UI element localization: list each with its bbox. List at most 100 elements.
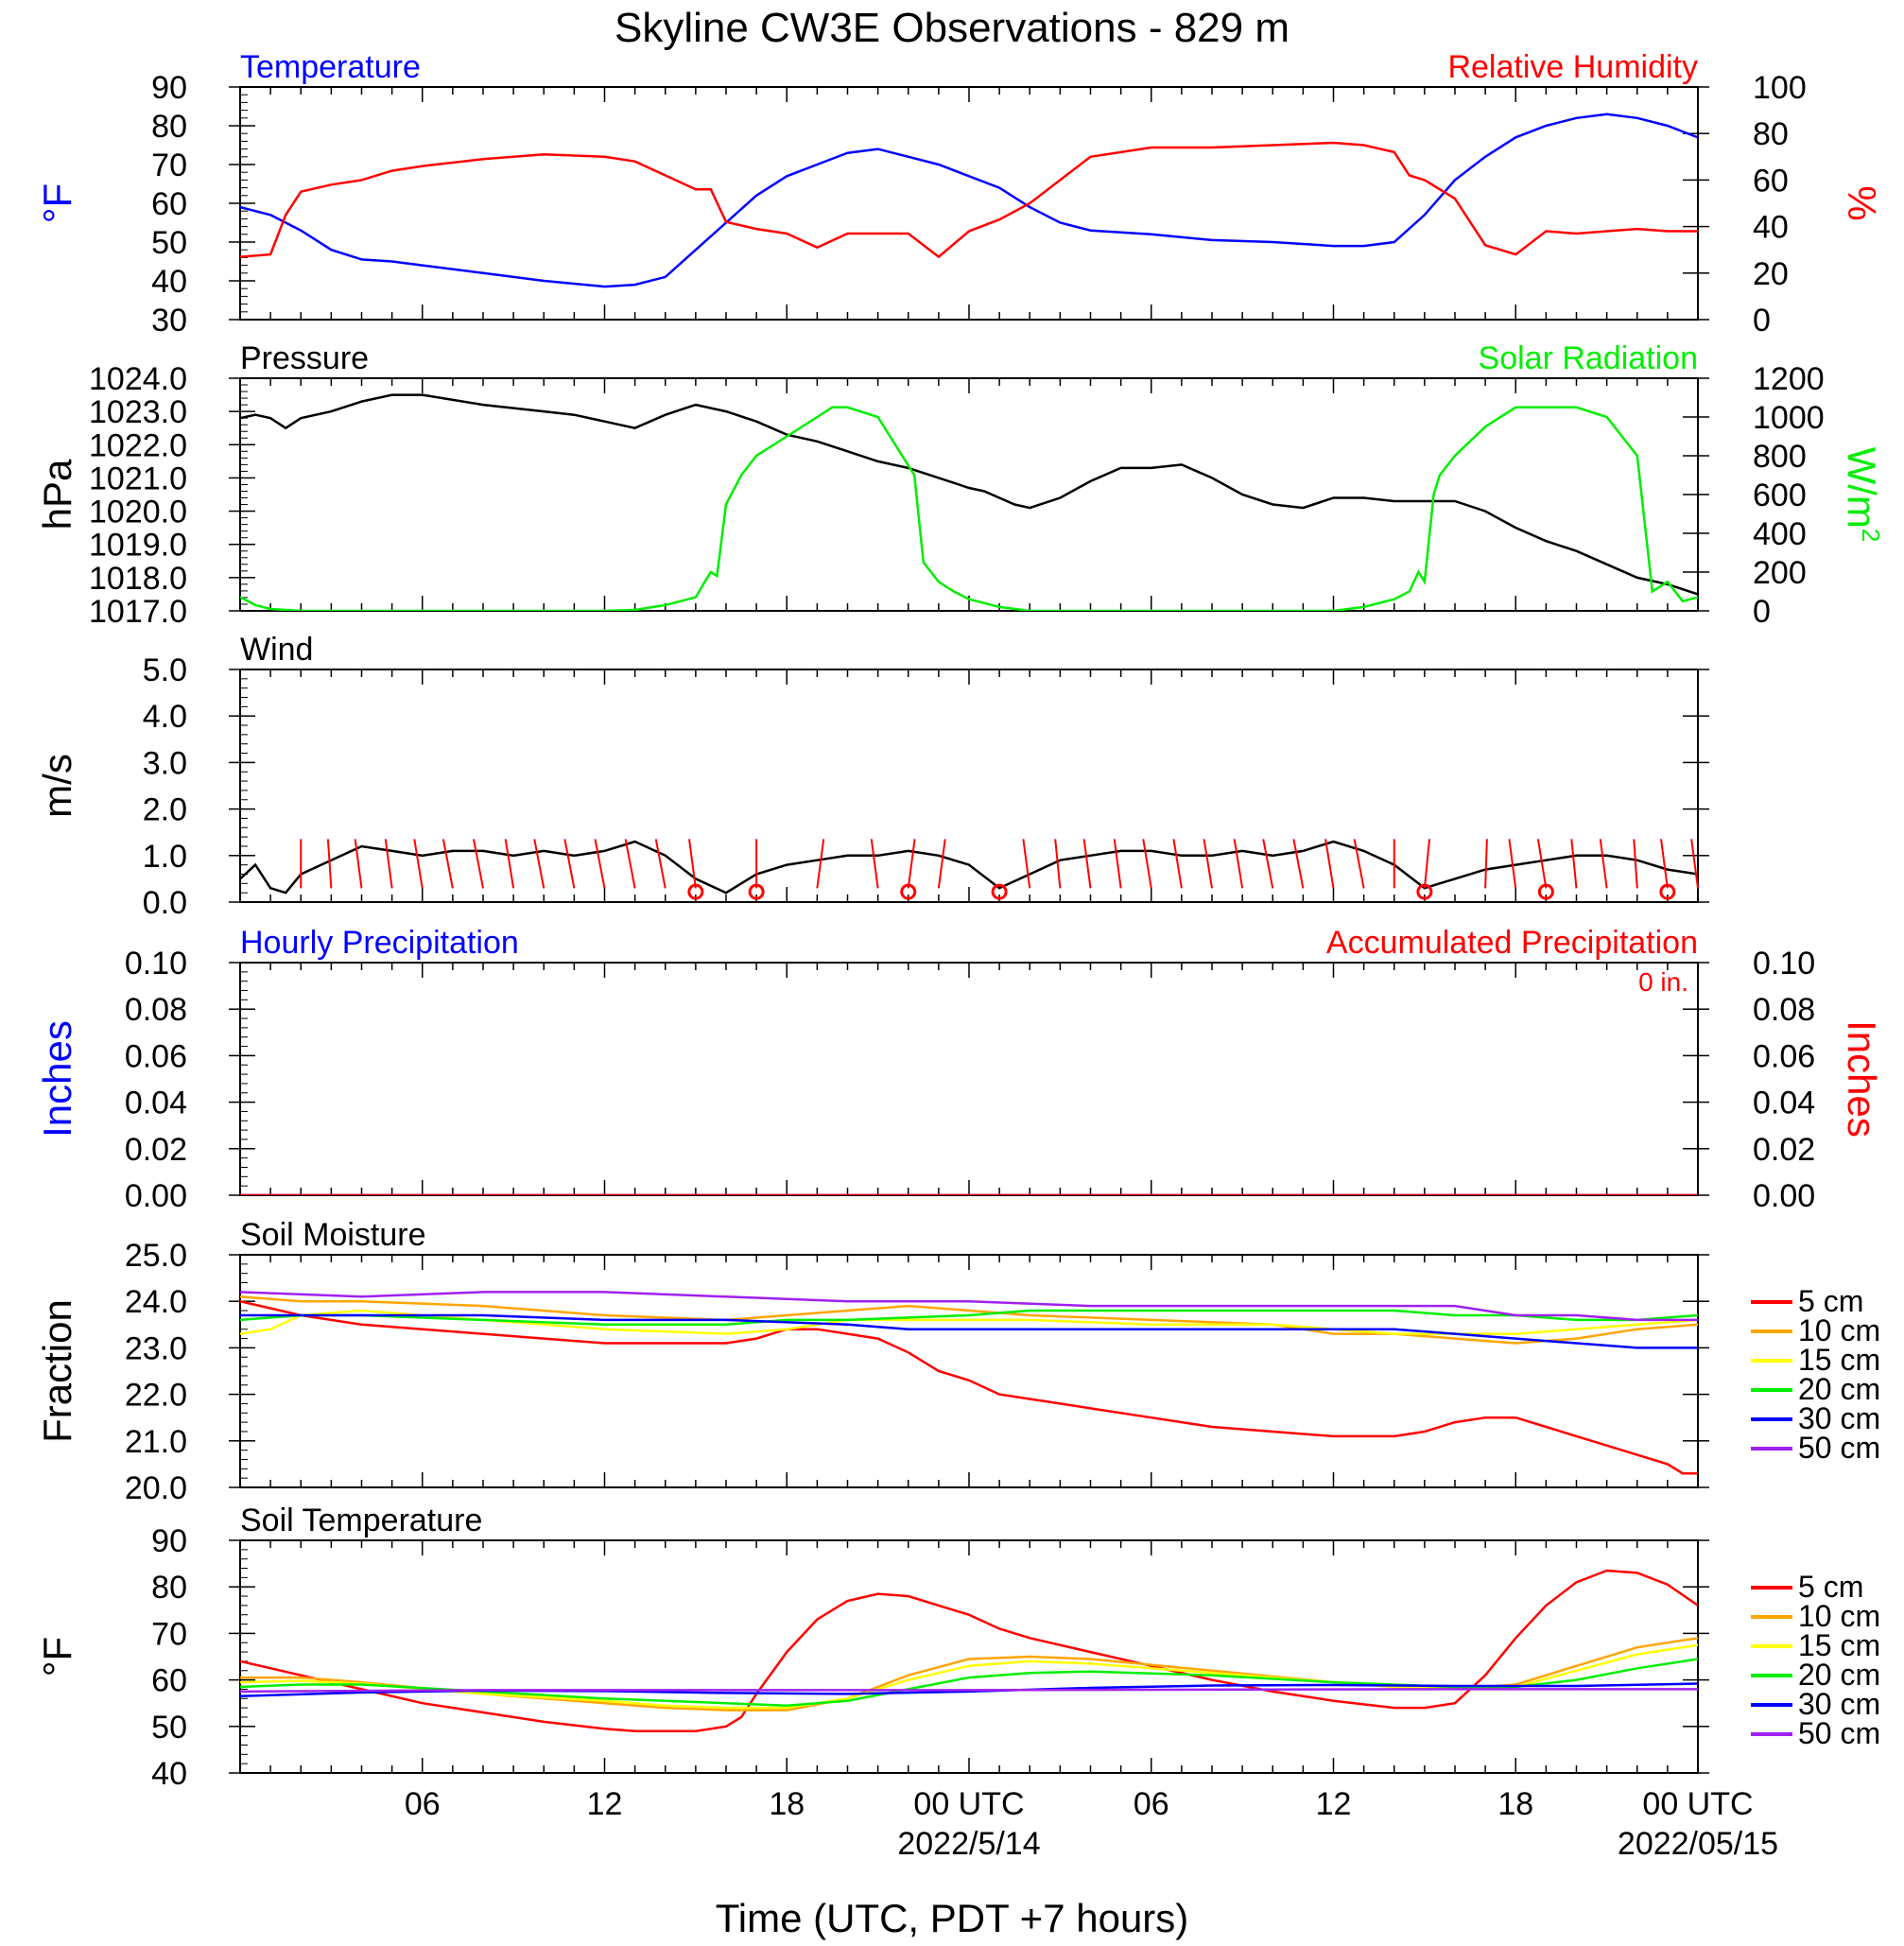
wind-barb <box>594 839 606 889</box>
series-line-solar-radiation <box>240 406 1698 611</box>
wind-barb <box>624 839 636 889</box>
panel-title-left: Wind <box>240 632 313 668</box>
wind-barb <box>1660 839 1669 889</box>
y-tick-label-left: 30 <box>151 303 187 339</box>
y-tick-label-left: 70 <box>151 1616 187 1652</box>
wind-barb <box>1690 839 1699 889</box>
series-line-5-cm <box>240 1569 1698 1732</box>
y-tick-label-left: 1017.0 <box>89 594 187 630</box>
y-tick-label-left: 0.02 <box>125 1132 187 1168</box>
y-tick-label-right: 0.02 <box>1753 1132 1815 1168</box>
series-line-relative-humidity <box>240 141 1698 259</box>
series-line-15-cm <box>240 1309 1698 1335</box>
wind-barb <box>1022 839 1031 889</box>
wind-barb <box>1142 839 1152 889</box>
panel-title-left: Soil Moisture <box>240 1217 426 1253</box>
y-tick-label-right: 0.00 <box>1753 1178 1815 1214</box>
y-tick-label-right: 1000 <box>1753 400 1825 436</box>
y-tick-label-left: 20.0 <box>125 1470 187 1506</box>
y-tick-label-right: 400 <box>1753 516 1807 552</box>
calm-wind-marker <box>991 883 1008 900</box>
y-tick-label-left: 1.0 <box>143 839 187 875</box>
wind-barb <box>654 839 666 889</box>
legend-entry: 30 cm <box>1798 1687 1880 1721</box>
y-tick-label-left: 3.0 <box>143 745 187 781</box>
y-tick-label-left: 1018.0 <box>89 561 187 597</box>
x-date-label: 2022/5/14 <box>897 1826 1040 1862</box>
wind-barb <box>326 839 333 889</box>
y-tick-label-left: 1019.0 <box>89 528 187 564</box>
wind-barb <box>1536 839 1548 889</box>
y-tick-label-left: 0.0 <box>143 885 187 921</box>
y-tick-label-left: 1022.0 <box>89 427 187 463</box>
y-tick-label-right: 80 <box>1753 116 1789 152</box>
y-tick-label-left: 80 <box>151 1570 187 1606</box>
x-tick-label: 00 UTC <box>1642 1786 1753 1822</box>
y-tick-label-right: 100 <box>1753 70 1807 106</box>
time-axis: 06 12 18 00 UTC 06 12 18 00 UTC 2022/5/14 2022/05… <box>405 1786 1778 1862</box>
y-tick-label-left: 1020.0 <box>89 495 187 530</box>
calm-wind-marker <box>1659 883 1676 900</box>
x-tick-label: 18 <box>1497 1786 1533 1822</box>
y-tick-label-left: 40 <box>151 264 187 300</box>
wind-barb <box>937 839 946 889</box>
wind-barb <box>907 839 916 889</box>
plot-frame <box>239 86 1699 321</box>
series-line-wind-speed <box>240 840 1698 895</box>
x-tick-label: 18 <box>769 1786 805 1822</box>
y-tick-label-right: 60 <box>1753 163 1789 199</box>
y-tick-label-right: 800 <box>1753 439 1807 475</box>
panel-title-right: Solar Radiation <box>1479 340 1698 376</box>
y-axis-label-right: % <box>1840 185 1884 220</box>
y-tick-label-right: 20 <box>1753 256 1789 292</box>
y-tick-label-right: 0.10 <box>1753 946 1815 982</box>
legend-entry: 15 cm <box>1798 1628 1880 1662</box>
y-tick-label-left: 70 <box>151 148 187 183</box>
y-tick-label-left: 1023.0 <box>89 394 187 430</box>
calm-wind-marker <box>1537 883 1554 900</box>
wind-barb <box>413 839 424 889</box>
wind-barb <box>1233 839 1244 889</box>
y-tick-label-left: 50 <box>151 1710 187 1746</box>
series-line-10-cm <box>240 1637 1698 1711</box>
y-axis-label-left: hPa <box>35 459 79 530</box>
y-tick-label-left: 21.0 <box>125 1424 187 1460</box>
panel-annotation: 0 in. <box>1638 967 1688 997</box>
wind-barb <box>1599 839 1608 889</box>
wind-barb <box>1203 839 1213 889</box>
y-tick-label-left: 1021.0 <box>89 460 187 496</box>
plot-frame <box>239 669 1699 903</box>
wind-barb <box>1353 839 1365 889</box>
y-axis-label-left: Fraction <box>35 1299 79 1443</box>
y-axis-label-left: m/s <box>35 754 79 818</box>
y-axis-label-superscript: 2 <box>1857 529 1885 542</box>
series-line-50-cm <box>240 1688 1698 1694</box>
series-line-temperature <box>240 113 1698 288</box>
y-axis-label-right: W/m2 <box>1840 447 1885 543</box>
series-line-30-cm <box>240 1313 1698 1349</box>
legend-entry: 5 cm <box>1798 1570 1863 1604</box>
wind-barb <box>384 839 393 889</box>
wind-barb <box>1262 839 1274 889</box>
y-tick-label-right: 40 <box>1753 210 1789 246</box>
plot-frame <box>239 1254 1699 1488</box>
wind-barb <box>1570 839 1578 889</box>
panel-1: 1017.01018.01019.01020.01021.01022.01023… <box>35 340 1885 630</box>
legend-entry: 15 cm <box>1798 1343 1880 1377</box>
legend-entry: 5 cm <box>1798 1284 1863 1318</box>
series-line-pressure <box>240 393 1698 596</box>
legend-entry: 50 cm <box>1798 1431 1880 1465</box>
wind-barb <box>1324 839 1335 889</box>
panel-3: 0.00 0.02 0.04 0.06 0.08 0.10 0.00 0.02 0.04 0.06… <box>35 925 1884 1214</box>
x-tick-label: 06 <box>405 1786 441 1822</box>
x-date-label: 2022/05/15 <box>1618 1826 1778 1862</box>
calm-wind-marker <box>1416 883 1433 900</box>
panel-title-left: Hourly Precipitation <box>240 925 519 961</box>
wind-barb <box>441 839 454 889</box>
plot-frame <box>239 377 1699 612</box>
wind-barb <box>1423 839 1431 889</box>
y-tick-label-right: 0.08 <box>1753 992 1815 1028</box>
